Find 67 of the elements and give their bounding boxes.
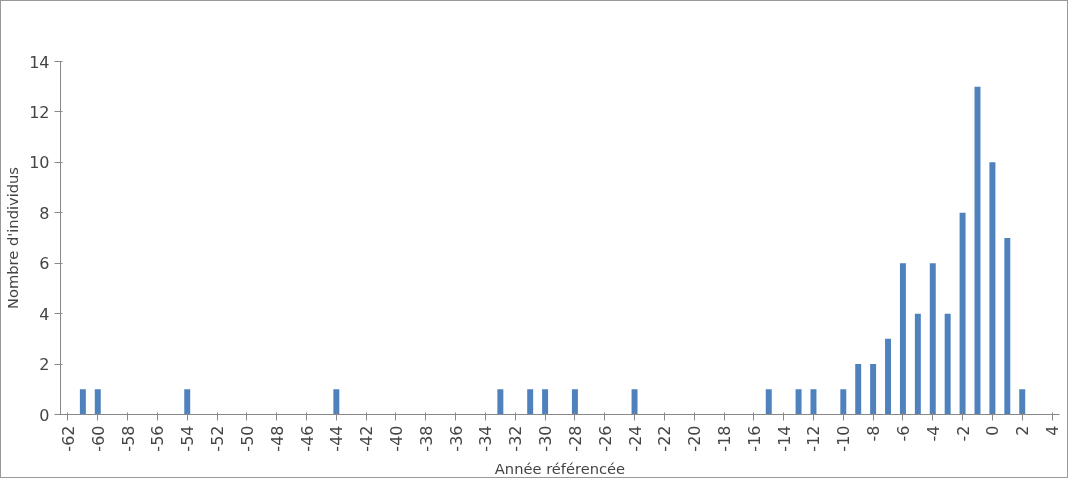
y-tick-label: 14 — [29, 52, 50, 72]
x-tick-label: -50 — [237, 425, 257, 452]
bar — [885, 338, 892, 415]
bar — [914, 313, 921, 415]
x-tick-label: -22 — [655, 425, 675, 452]
x-tick-label: -48 — [267, 425, 287, 452]
x-tick-label: -12 — [804, 425, 824, 452]
x-tick-label: -30 — [536, 425, 556, 452]
bar — [631, 389, 638, 415]
y-tick-label: 8 — [39, 203, 50, 223]
bar — [840, 389, 847, 415]
y-tick-label: 2 — [39, 355, 50, 375]
x-tick-label: -56 — [148, 425, 168, 452]
y-tick-label: 6 — [39, 254, 50, 274]
bar — [527, 389, 534, 415]
x-tick-label: -18 — [715, 425, 735, 452]
x-tick-label: -54 — [178, 425, 198, 452]
bar — [989, 162, 996, 415]
x-tick-label: -60 — [88, 425, 108, 452]
bar — [571, 389, 578, 415]
x-tick-label: -26 — [595, 425, 615, 452]
x-tick-label: -44 — [327, 425, 347, 452]
bar — [94, 389, 101, 415]
x-tick-label: -20 — [685, 425, 705, 452]
bar — [542, 389, 549, 415]
x-tick-label: -6 — [893, 425, 913, 442]
x-tick-label: -34 — [476, 425, 496, 452]
bar — [765, 389, 772, 415]
x-tick-label: -58 — [118, 425, 138, 452]
bar — [959, 212, 966, 415]
bar — [810, 389, 817, 415]
x-tick-label: 0 — [983, 425, 1003, 436]
bar — [497, 389, 504, 415]
x-tick-label: -14 — [774, 425, 794, 452]
x-tick-label: -32 — [506, 425, 526, 452]
x-tick-label: -16 — [744, 425, 764, 452]
bar — [899, 263, 906, 415]
x-tick-label: -8 — [864, 425, 884, 442]
x-tick-label: -10 — [834, 425, 854, 452]
x-tick-label: -40 — [386, 425, 406, 452]
x-tick-label: -62 — [58, 425, 78, 452]
x-tick-label: -52 — [208, 425, 228, 452]
y-tick-label: 12 — [29, 102, 50, 122]
x-tick-label: -24 — [625, 425, 645, 452]
x-tick-label: 4 — [1043, 425, 1063, 436]
bar — [944, 313, 951, 415]
bar — [795, 389, 802, 415]
x-tick-label: -4 — [923, 425, 943, 442]
x-tick-label: -2 — [953, 425, 973, 442]
x-tick-label: -42 — [357, 425, 377, 452]
bar — [79, 389, 86, 415]
bar — [1004, 238, 1011, 415]
y-tick-label: 10 — [29, 153, 50, 173]
bar — [929, 263, 936, 415]
y-axis-title: Nombre d'individus — [4, 167, 22, 309]
bar — [184, 389, 191, 415]
x-tick-label: -38 — [416, 425, 436, 452]
bar — [1019, 389, 1026, 415]
x-tick-label: -46 — [297, 425, 317, 452]
bar — [855, 364, 862, 415]
bar — [870, 364, 877, 415]
bar — [333, 389, 340, 415]
x-tick-label: 2 — [1013, 425, 1033, 436]
x-axis-title: Année référencée — [494, 459, 626, 477]
y-tick-label: 4 — [39, 304, 50, 324]
x-tick-label: -36 — [446, 425, 466, 452]
x-tick-label: -28 — [565, 425, 585, 452]
